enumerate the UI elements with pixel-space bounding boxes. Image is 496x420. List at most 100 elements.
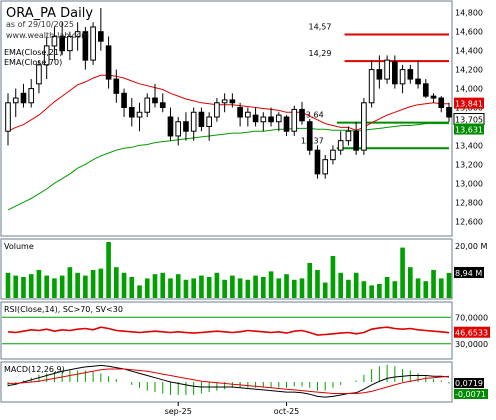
candle <box>198 107 205 132</box>
candle <box>206 112 212 141</box>
candle-body <box>330 149 336 161</box>
candle-body <box>20 92 27 104</box>
volume-bar <box>284 274 289 298</box>
volume-last-label: 8,94 M <box>455 269 482 278</box>
candle-body <box>322 159 329 175</box>
price-tick-label: 13,400 <box>455 141 483 150</box>
candle-body <box>252 114 259 123</box>
candle <box>353 121 359 155</box>
level-label: 14,57 <box>309 23 332 32</box>
candle <box>368 60 375 108</box>
candle-body <box>268 116 274 123</box>
candle <box>98 8 104 51</box>
candle-body <box>221 99 228 104</box>
price-pane <box>0 0 453 237</box>
candle-body <box>392 61 398 85</box>
candle <box>36 60 42 94</box>
volume-bar <box>52 278 57 298</box>
rsi-layer: 70,0000 30,0000 46,6533 <box>2 313 490 349</box>
price-tag-label: 13,705 <box>455 116 483 125</box>
candle-body <box>206 116 212 127</box>
candle-body <box>128 107 135 118</box>
volume-bar <box>199 275 204 298</box>
volume-bar <box>407 267 413 298</box>
candle-body <box>260 116 267 123</box>
candle <box>74 22 81 51</box>
macd-hist-box <box>454 389 488 399</box>
candle-body <box>82 31 89 61</box>
candle-body <box>36 64 42 85</box>
candle-body <box>314 149 321 175</box>
rsi-pane <box>0 301 453 360</box>
volume-bar <box>106 242 111 298</box>
candle <box>252 107 259 127</box>
candle-body <box>368 69 375 104</box>
candle <box>392 55 398 89</box>
candle-body <box>5 102 11 132</box>
rsi-line <box>7 326 450 336</box>
candle <box>446 102 452 122</box>
macd-layer: 0,0719 -0,0071 <box>7 364 488 399</box>
volume-bar <box>83 275 88 298</box>
candle-body <box>237 107 243 118</box>
price-tag-box <box>454 123 484 135</box>
volume-max-label: 20,00 M <box>455 242 487 251</box>
candle-body <box>59 35 65 52</box>
volume-bar <box>330 256 336 298</box>
candle <box>283 115 290 136</box>
volume-bar <box>431 270 436 298</box>
candle-body <box>74 31 81 37</box>
candle <box>337 131 344 155</box>
volume-bar <box>338 272 344 298</box>
volume-bars: 8,94 M <box>5 242 484 298</box>
candle-body <box>361 102 367 151</box>
candle <box>322 154 329 179</box>
candle-body <box>167 116 174 137</box>
candle-body <box>291 108 298 132</box>
candle <box>90 22 96 65</box>
level-label: 14,29 <box>309 49 332 58</box>
date-tick-label: oct-25 <box>274 407 300 416</box>
macd-value-box <box>454 378 484 388</box>
volume-bar <box>160 272 166 298</box>
volume-title: Volume <box>4 242 34 251</box>
candle-body <box>353 130 359 151</box>
volume-bar <box>113 267 119 298</box>
candle <box>422 79 429 99</box>
candle-body <box>384 59 390 80</box>
chart-date: as of 29/10/2025 <box>6 20 74 29</box>
price-tick-label: 14,400 <box>455 47 483 56</box>
candle <box>113 69 120 103</box>
candle <box>399 64 406 94</box>
candle <box>28 79 35 108</box>
candle <box>260 112 267 132</box>
volume-bar <box>268 271 274 298</box>
volume-bar <box>191 278 197 298</box>
volume-bar <box>59 275 65 298</box>
volume-bar <box>168 278 173 298</box>
ema21-line <box>7 74 449 132</box>
candle-body <box>159 102 166 109</box>
volume-bar <box>230 275 235 298</box>
volume-bar <box>90 270 96 298</box>
candle <box>128 98 135 127</box>
volume-bar <box>237 278 243 298</box>
volume-bar <box>28 274 34 298</box>
volume-bar <box>144 278 150 298</box>
candle-body <box>144 97 151 113</box>
candle-body <box>90 26 96 61</box>
price-tag-box <box>454 97 484 109</box>
candle <box>105 36 112 89</box>
volume-bar <box>260 277 266 298</box>
chart-title: ORA_PA Daily <box>6 6 93 21</box>
ema21-layer <box>7 74 449 132</box>
candle <box>159 93 166 113</box>
candle <box>314 145 321 179</box>
volume-bar <box>346 279 351 298</box>
candle <box>183 112 189 141</box>
candle-body <box>198 111 205 127</box>
candle-body <box>245 111 251 118</box>
legend-ema21: EMA(Close,21) <box>4 48 62 57</box>
volume-bar <box>307 263 313 298</box>
